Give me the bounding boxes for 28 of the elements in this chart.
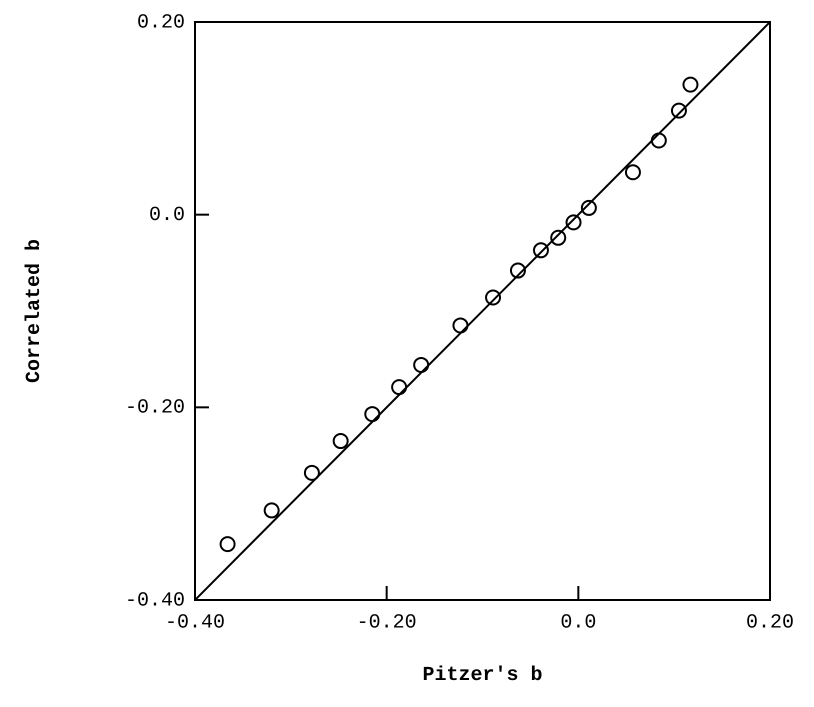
point xyxy=(413,356,430,373)
x-axis-title: Pitzer's b xyxy=(422,664,543,688)
point xyxy=(452,317,468,334)
y-tick-label: -0.40 xyxy=(124,589,185,612)
x-tick-label: 0.0 xyxy=(560,611,596,634)
point xyxy=(580,200,597,216)
point xyxy=(364,406,380,422)
point xyxy=(682,76,698,93)
x-tick-label: 0.20 xyxy=(746,611,794,634)
y-tick-label: 0.20 xyxy=(136,11,185,34)
point xyxy=(332,433,349,450)
point xyxy=(391,379,408,396)
point xyxy=(670,102,687,119)
point xyxy=(566,214,582,230)
point xyxy=(220,536,236,552)
point xyxy=(304,464,320,481)
x-tick-label: -0.40 xyxy=(164,611,226,634)
x-tick-label: -0.20 xyxy=(356,611,417,634)
y-axis-title: Correlated b xyxy=(23,238,46,384)
point xyxy=(624,164,641,180)
y-tick-label: 0.0 xyxy=(148,204,185,227)
point xyxy=(550,230,566,246)
point xyxy=(510,262,526,279)
point xyxy=(532,242,549,258)
point xyxy=(264,502,280,518)
y-tick-label: -0.20 xyxy=(124,396,185,420)
point xyxy=(485,290,502,306)
point xyxy=(650,132,667,148)
